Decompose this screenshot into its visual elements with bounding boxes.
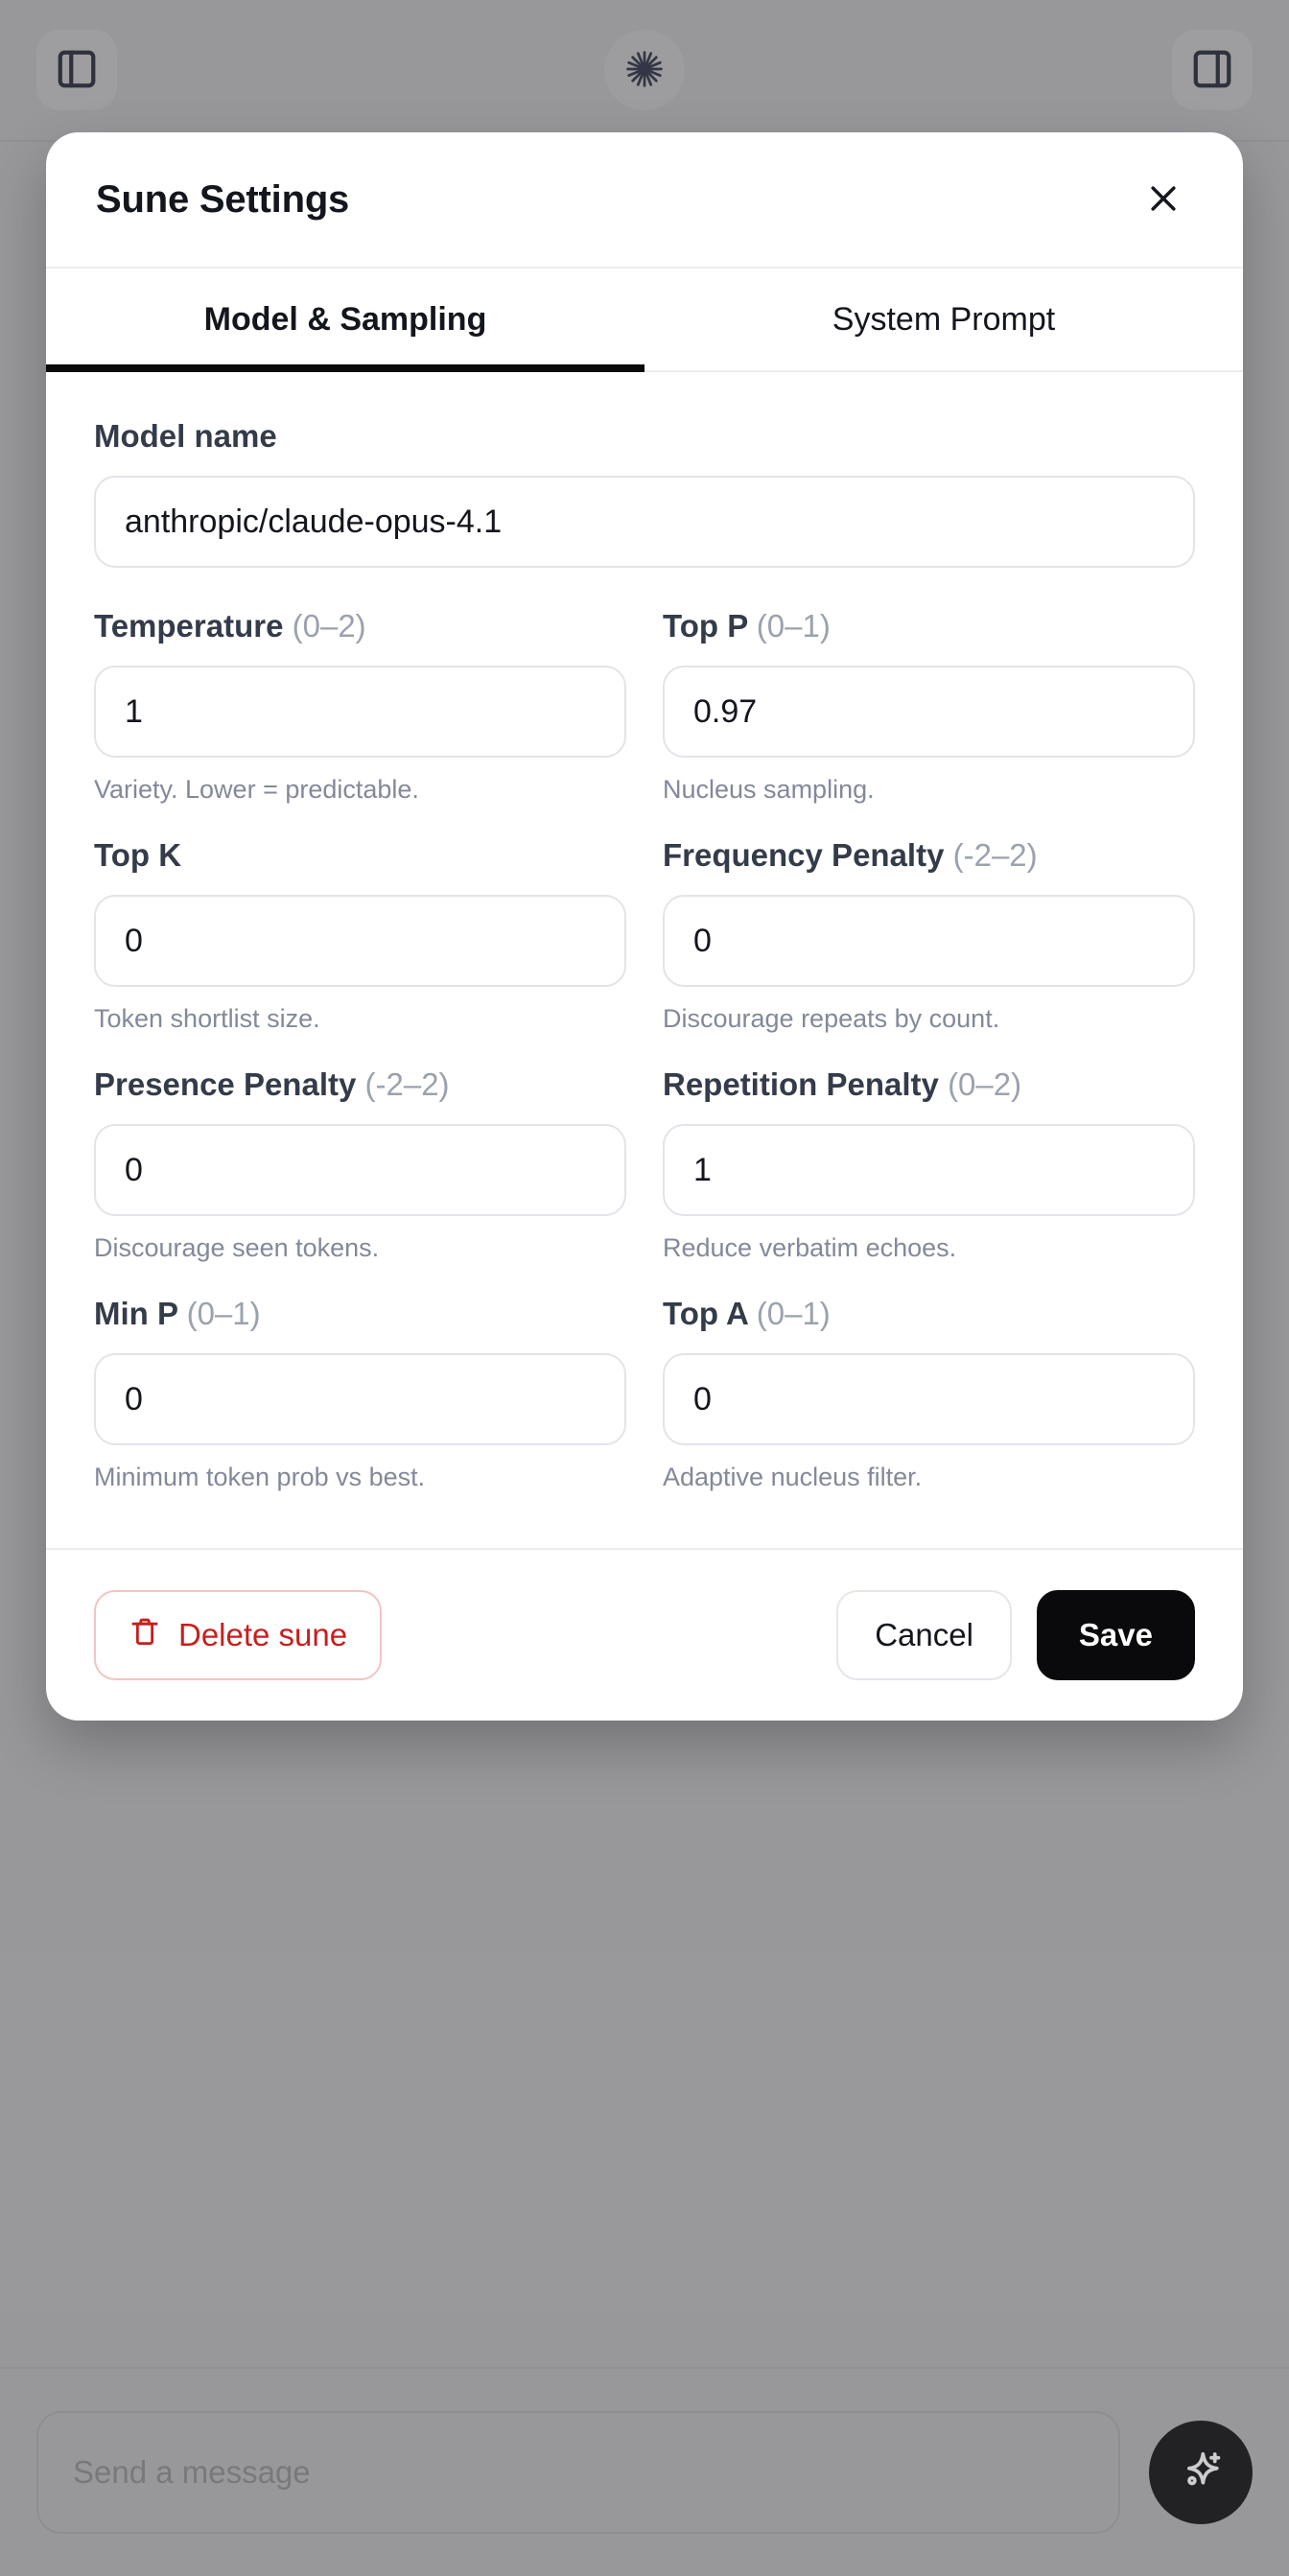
field-repetition-penalty: Repetition Penalty (0–2) Reduce verbatim… xyxy=(663,1066,1195,1263)
label-text: Temperature xyxy=(94,608,284,644)
field-repetition-penalty-label: Repetition Penalty (0–2) xyxy=(663,1066,1195,1103)
label-text: Top K xyxy=(94,837,182,873)
field-top-p-label: Top P (0–1) xyxy=(663,608,1195,644)
field-temperature-label: Temperature (0–2) xyxy=(94,608,626,644)
dialog-body: Model name Temperature (0–2) Variety. Lo… xyxy=(46,372,1243,1548)
left-panel-icon xyxy=(55,47,99,94)
field-top-k-input[interactable] xyxy=(94,895,626,987)
trash-icon xyxy=(129,1615,161,1655)
model-name-input[interactable] xyxy=(94,476,1195,568)
label-text: Presence Penalty xyxy=(94,1066,357,1102)
field-top-p-hint: Nucleus sampling. xyxy=(663,775,875,804)
field-frequency-penalty-label: Frequency Penalty (-2–2) xyxy=(663,837,1195,874)
right-panel-toggle-button[interactable] xyxy=(1172,30,1253,110)
tab-system-prompt[interactable]: System Prompt xyxy=(644,269,1243,370)
field-temperature: Temperature (0–2) Variety. Lower = predi… xyxy=(94,608,626,805)
label-range: (0–2) xyxy=(948,1066,1022,1102)
field-presence-penalty-label: Presence Penalty (-2–2) xyxy=(94,1066,626,1103)
label-text: Top P xyxy=(663,608,748,644)
label-range: (0–1) xyxy=(186,1296,261,1331)
label-range: (-2–2) xyxy=(952,837,1038,873)
left-panel-toggle-button[interactable] xyxy=(36,30,117,110)
field-frequency-penalty-hint: Discourage repeats by count. xyxy=(663,1004,1000,1033)
field-presence-penalty-hint: Discourage seen tokens. xyxy=(94,1233,380,1262)
sune-settings-dialog: Sune Settings Model & Sampling System Pr… xyxy=(46,132,1243,1721)
dialog-footer: Delete sune Cancel Save xyxy=(46,1548,1243,1721)
label-range: (0–1) xyxy=(756,1296,831,1331)
top-bar xyxy=(0,0,1289,142)
sune-logo-button[interactable] xyxy=(604,30,685,110)
label-text: Top A xyxy=(663,1296,748,1331)
label-text: Min P xyxy=(94,1296,178,1331)
field-top-k: Top K Token shortlist size. xyxy=(94,837,626,1034)
field-repetition-penalty-input[interactable] xyxy=(663,1124,1195,1216)
delete-sune-button[interactable]: Delete sune xyxy=(94,1590,383,1680)
label-range: (0–1) xyxy=(756,608,831,644)
label-range: (0–2) xyxy=(292,608,366,644)
field-presence-penalty: Presence Penalty (-2–2) Discourage seen … xyxy=(94,1066,626,1263)
field-top-p-input[interactable] xyxy=(663,666,1195,758)
field-min-p: Min P (0–1) Minimum token prob vs best. xyxy=(94,1296,626,1492)
label-text: Frequency Penalty xyxy=(663,837,945,873)
field-top-k-label: Top K xyxy=(94,837,626,874)
cancel-button[interactable]: Cancel xyxy=(836,1590,1012,1680)
footer-actions: Cancel Save xyxy=(836,1590,1195,1680)
right-panel-icon xyxy=(1190,47,1234,94)
field-top-a: Top A (0–1) Adaptive nucleus filter. xyxy=(663,1296,1195,1492)
field-min-p-input[interactable] xyxy=(94,1353,626,1445)
sune-asterisk-icon xyxy=(623,48,666,93)
field-min-p-label: Min P (0–1) xyxy=(94,1296,626,1332)
close-icon xyxy=(1144,179,1183,221)
delete-sune-label: Delete sune xyxy=(178,1617,348,1652)
field-frequency-penalty: Frequency Penalty (-2–2) Discourage repe… xyxy=(663,837,1195,1034)
sampling-params-grid: Temperature (0–2) Variety. Lower = predi… xyxy=(94,608,1195,1525)
field-top-a-input[interactable] xyxy=(663,1353,1195,1445)
label-text: Repetition Penalty xyxy=(663,1066,939,1102)
field-frequency-penalty-input[interactable] xyxy=(663,895,1195,987)
field-temperature-input[interactable] xyxy=(94,666,626,758)
send-button[interactable] xyxy=(1149,2421,1253,2524)
composer-bar xyxy=(0,2367,1289,2576)
save-button[interactable]: Save xyxy=(1036,1590,1195,1680)
dialog-header: Sune Settings xyxy=(46,132,1243,269)
model-name-label: Model name xyxy=(94,418,277,454)
model-name-field: Model name xyxy=(94,418,1195,568)
field-top-a-label: Top A (0–1) xyxy=(663,1296,1195,1332)
field-repetition-penalty-hint: Reduce verbatim echoes. xyxy=(663,1233,957,1262)
sparkle-icon xyxy=(1174,2445,1228,2501)
dialog-title: Sune Settings xyxy=(96,177,350,221)
field-min-p-hint: Minimum token prob vs best. xyxy=(94,1463,426,1491)
field-temperature-hint: Variety. Lower = predictable. xyxy=(94,775,419,804)
field-top-p: Top P (0–1) Nucleus sampling. xyxy=(663,608,1195,805)
message-input[interactable] xyxy=(36,2411,1120,2534)
tab-model-and-sampling[interactable]: Model & Sampling xyxy=(46,269,644,372)
field-top-k-hint: Token shortlist size. xyxy=(94,1004,320,1033)
label-range: (-2–2) xyxy=(364,1066,450,1102)
field-top-a-hint: Adaptive nucleus filter. xyxy=(663,1463,923,1491)
field-presence-penalty-input[interactable] xyxy=(94,1124,626,1216)
dialog-tabs: Model & Sampling System Prompt xyxy=(46,269,1243,372)
close-dialog-button[interactable] xyxy=(1132,168,1195,231)
